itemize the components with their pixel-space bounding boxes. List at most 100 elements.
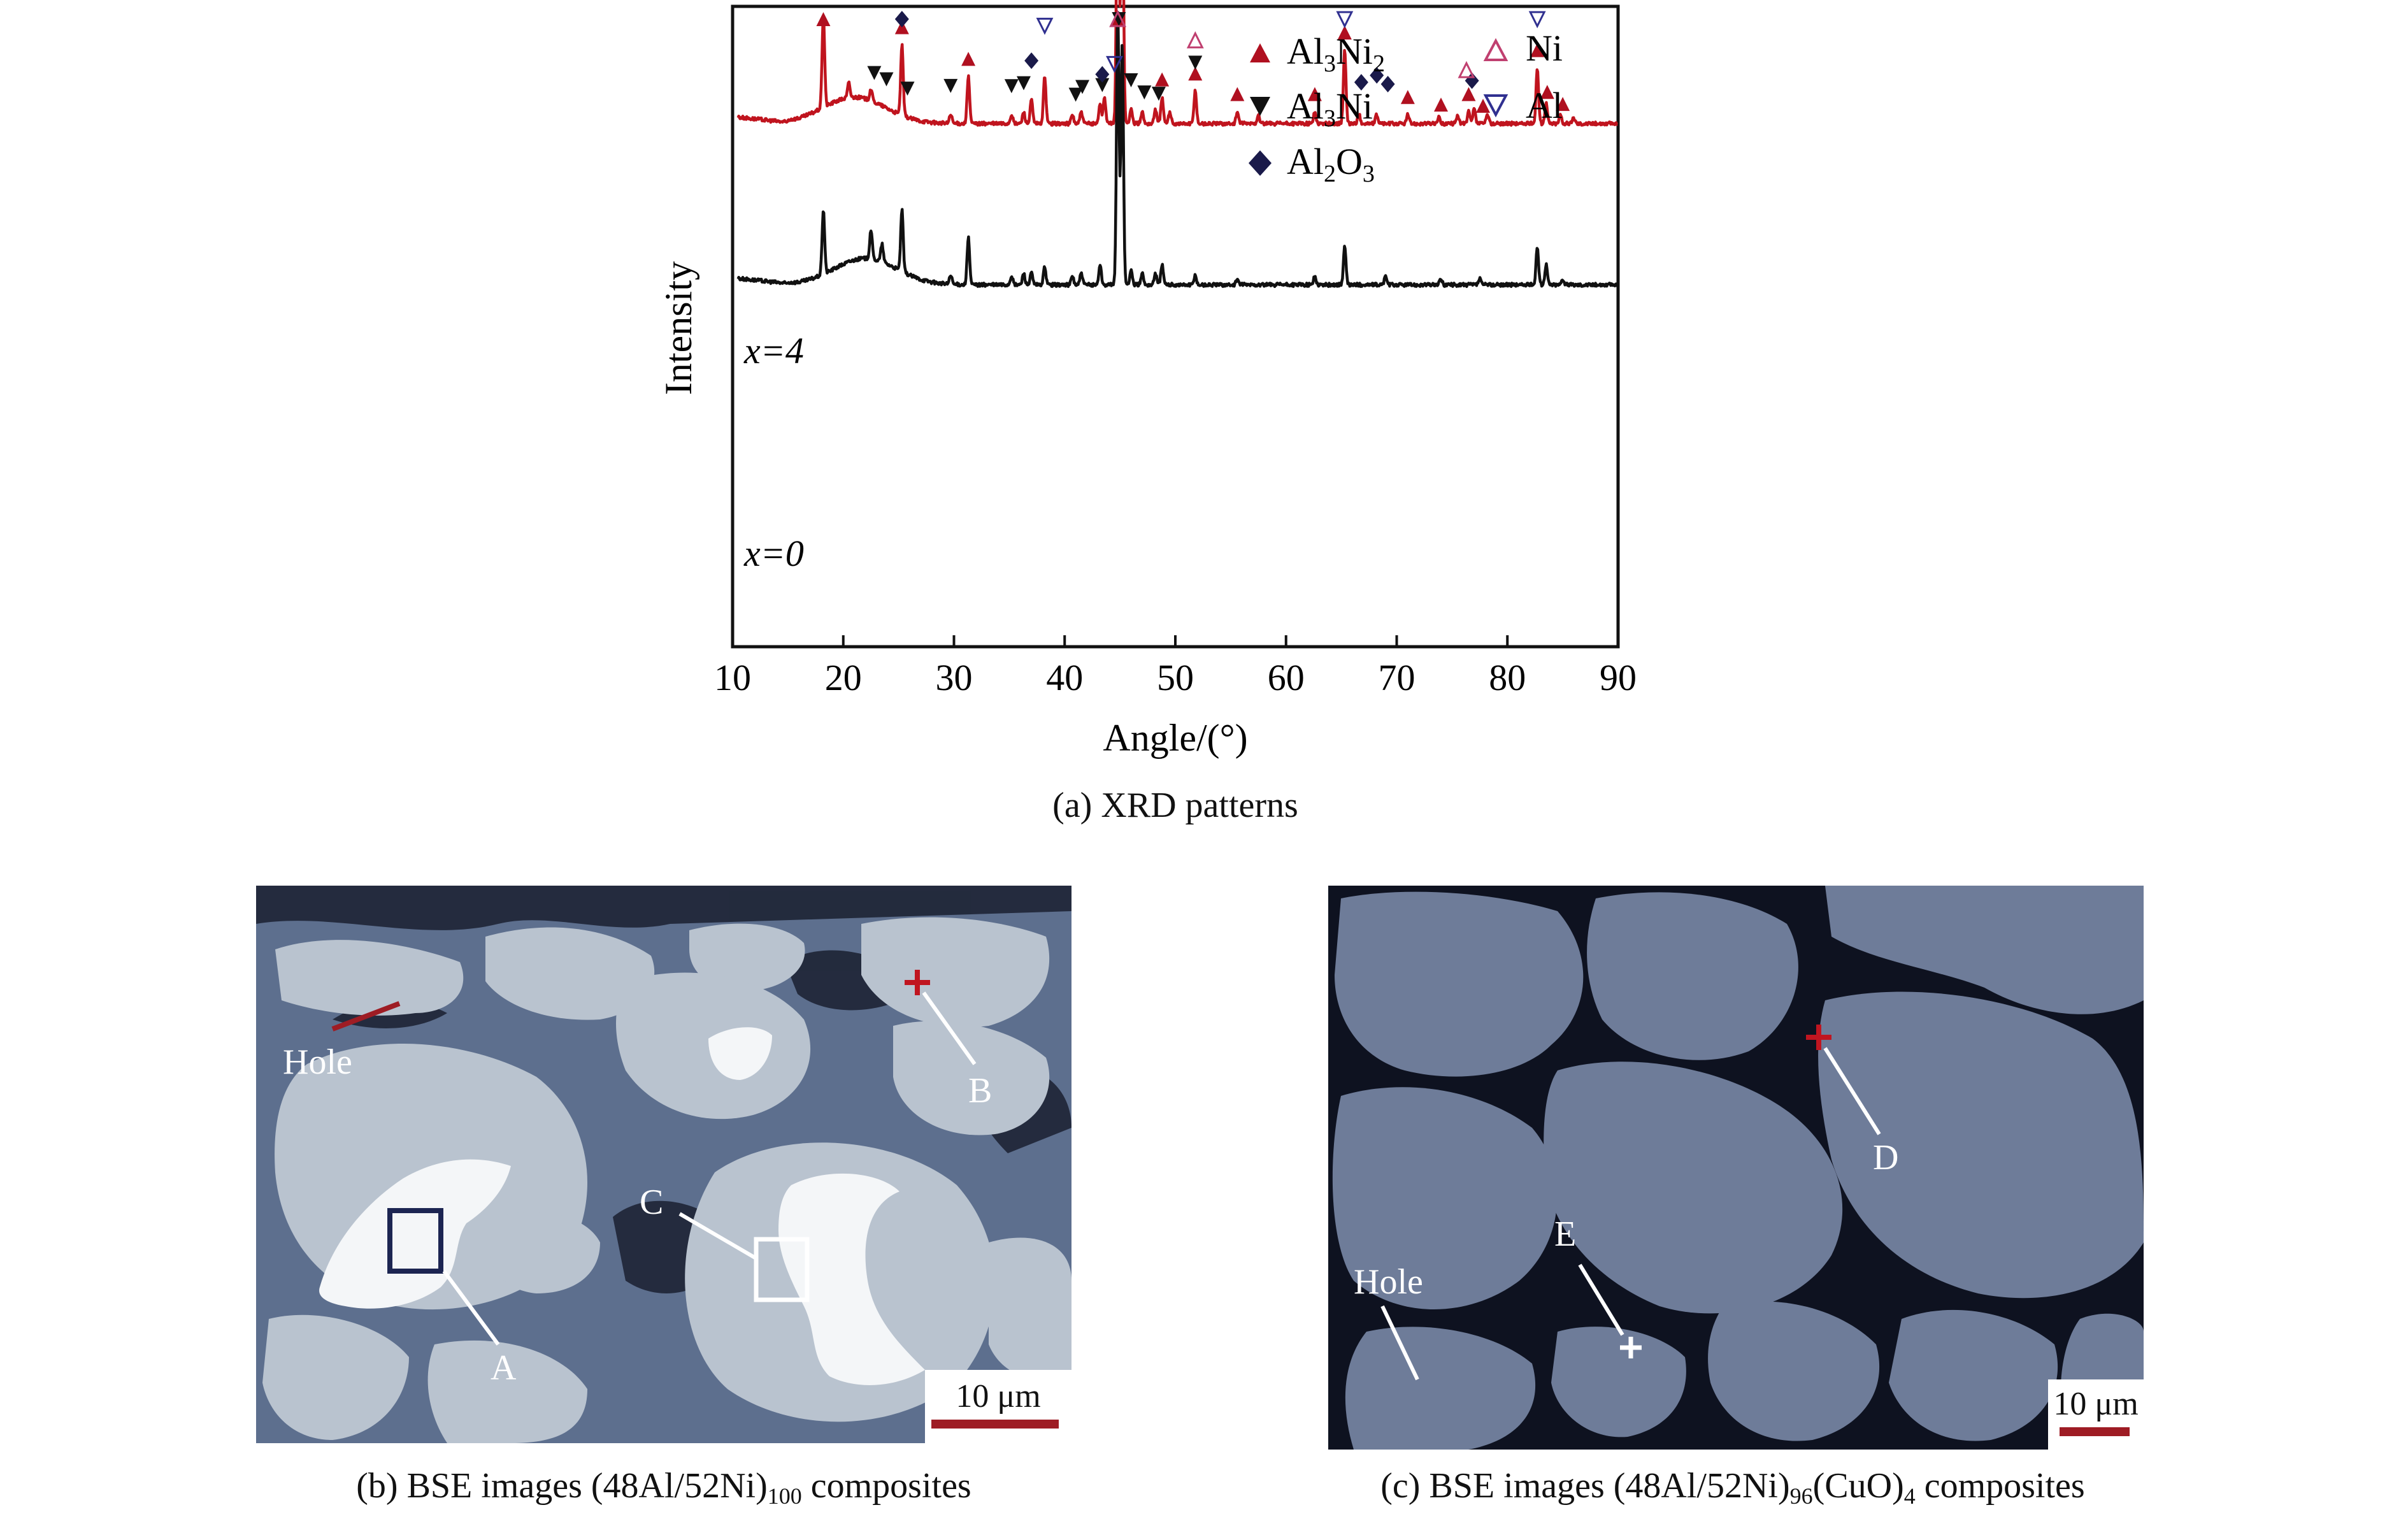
marker-al3ni2 [1155, 72, 1170, 87]
legend-marker-al3ni [1250, 97, 1270, 116]
bright-particle-top [708, 1027, 772, 1080]
xrd-trace-x4 [736, 0, 1619, 127]
marker-ni [1458, 61, 1475, 78]
scale-bar-c-bg [2048, 1379, 2144, 1450]
caption-c-suffix: composites [1915, 1466, 2085, 1506]
marker-al3ni2 [1337, 25, 1352, 40]
marker-al3ni [1151, 87, 1166, 101]
bright-particle-c [778, 1173, 925, 1385]
label-c: C [640, 1183, 663, 1222]
caption-c-text: (c) BSE images (48Al/52Ni) [1380, 1466, 1790, 1506]
label-hole: Hole [283, 1042, 352, 1082]
label-hole-c: Hole [1354, 1262, 1423, 1302]
micrograph-b: A C Hole B 10 μm [256, 886, 1071, 1443]
marker-al3ni [867, 66, 882, 80]
x-axis-ticks [731, 635, 1619, 647]
marker-al3ni [1068, 87, 1083, 102]
label-a: A [491, 1348, 517, 1388]
marker-al3ni [1137, 85, 1152, 100]
marker-al3ni [1004, 79, 1019, 94]
series-label-x4: x=4 [743, 330, 804, 371]
marker-al3ni [1188, 55, 1203, 70]
x-axis-tick-labels: 10 20 30 40 50 60 70 80 90 [714, 657, 1637, 698]
phase-markers [816, 10, 1570, 113]
marker-al3ni2 [1540, 85, 1554, 99]
marker-al3ni2 [1230, 87, 1245, 101]
marker-al3ni2 [1476, 98, 1491, 113]
series-label-x0: x=0 [743, 533, 804, 574]
marker-al2o3 [1380, 76, 1395, 92]
marker-al [1528, 11, 1546, 29]
marker-al2o3 [1370, 67, 1384, 84]
marker-al3ni2 [1188, 66, 1203, 81]
marker-al3ni2 [1434, 97, 1448, 112]
marker-ni [1109, 10, 1127, 27]
marker-al3ni2 [1556, 97, 1570, 112]
marker-al3ni [943, 78, 958, 93]
marker-al3ni2 [1530, 43, 1545, 57]
marker-al3ni2 [1400, 90, 1415, 104]
marker-al2o3 [1095, 66, 1110, 83]
legend-marker-al2o3 [1249, 150, 1272, 176]
marker-al2o3 [894, 11, 909, 27]
caption-c-sub2: 4 [1903, 1483, 1916, 1509]
leader-a [442, 1270, 500, 1346]
legend-marker-al [1483, 94, 1509, 118]
leader-e [1578, 1263, 1624, 1336]
legend-label-al3ni: Al3Ni [1287, 85, 1373, 132]
legend-label-al2o3: Al2O3 [1287, 141, 1375, 187]
xrd-traces [736, 0, 1619, 289]
leader-c [678, 1212, 757, 1260]
leader-d [1823, 1047, 1881, 1135]
legend-label-al3ni2: Al3Ni2 [1287, 31, 1385, 77]
x-axis-label: Angle/(°) [1103, 717, 1247, 759]
point-e-cross [1620, 1337, 1642, 1358]
caption-b-sub: 100 [767, 1483, 802, 1509]
chart-legend: Al3Ni2 Al3Ni Al2O3 Ni Al [1249, 27, 1563, 187]
xrd-trace-x0 [736, 11, 1619, 289]
caption-b-text: (b) BSE images (48Al/52Ni) [356, 1466, 768, 1506]
label-d: D [1873, 1138, 1898, 1177]
legend-marker-ni [1483, 38, 1509, 61]
xrd-chart: 10 20 30 40 50 60 70 80 90 Angle/(°) Intensity x… [657, 0, 1637, 759]
x-tick-label: 70 [1379, 657, 1415, 698]
x-tick-label: 90 [1600, 657, 1637, 698]
marker-al3ni2 [1461, 87, 1476, 101]
marker-al3ni [1095, 78, 1110, 92]
leader-hole-c [1380, 1305, 1419, 1381]
box-c [754, 1237, 810, 1302]
scale-bar-b-bg [925, 1370, 1071, 1443]
micrograph-c-grains [1332, 886, 2144, 1450]
scale-bar-b-label: 10 μm [956, 1378, 1040, 1414]
x-tick-label: 60 [1268, 657, 1305, 698]
caption-b-suffix: composites [801, 1466, 971, 1506]
marker-al3ni2 [961, 52, 976, 66]
marker-al3ni [1124, 73, 1138, 87]
caption-b: (b) BSE images (48Al/52Ni)100 composites [256, 1465, 1071, 1509]
marker-al3ni [1075, 80, 1090, 94]
legend-label-ni: Ni [1526, 27, 1563, 69]
plot-frame [731, 4, 1620, 649]
x-tick-label: 10 [714, 657, 751, 698]
scale-bar-b [931, 1420, 1059, 1429]
x-tick-label: 20 [825, 657, 862, 698]
caption-c: (c) BSE images (48Al/52Ni)96(CuO)4 compo… [1287, 1465, 2179, 1509]
scale-bar-c-label: 10 μm [2053, 1386, 2138, 1422]
legend-label-al: Al [1526, 85, 1563, 126]
marker-al3ni [879, 72, 894, 87]
x-tick-label: 40 [1046, 657, 1083, 698]
label-b: B [968, 1071, 992, 1111]
x-tick-label: 80 [1489, 657, 1526, 698]
point-b-cross [905, 970, 930, 995]
x-tick-label: 30 [936, 657, 973, 698]
leader-b [922, 991, 977, 1065]
y-axis-label: Intensity [657, 261, 699, 395]
marker-al3ni2 [1307, 87, 1322, 101]
box-a [387, 1208, 443, 1274]
marker-al3ni [900, 82, 915, 96]
marker-al3ni2 [816, 12, 831, 26]
marker-al [1036, 17, 1054, 35]
marker-al [1106, 55, 1123, 73]
legend-marker-al3ni2 [1250, 43, 1270, 62]
leader-hole [331, 1001, 401, 1032]
